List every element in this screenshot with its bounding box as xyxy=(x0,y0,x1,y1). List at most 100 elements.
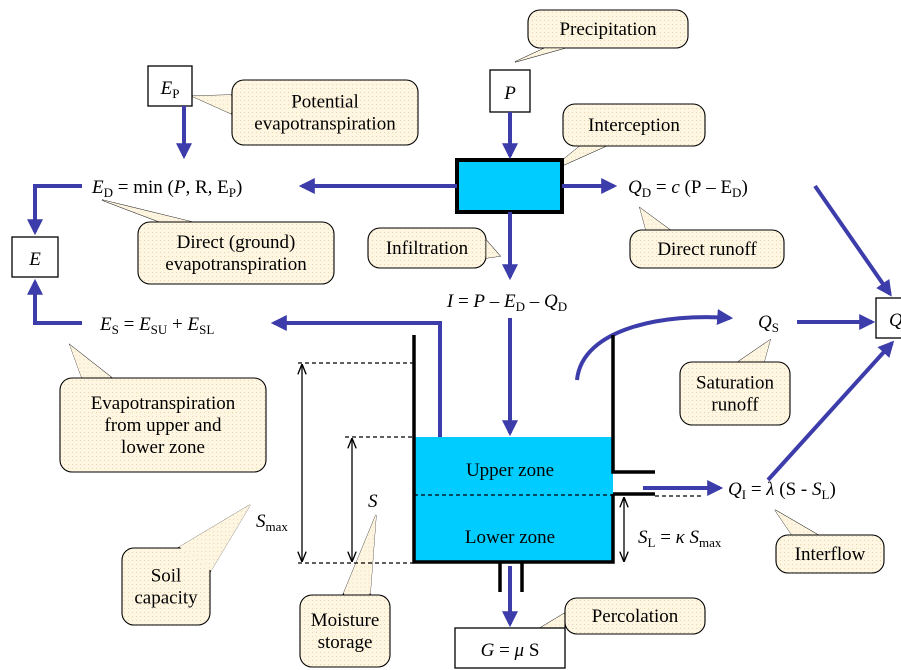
formula: EP xyxy=(160,78,180,101)
p-box xyxy=(489,69,531,113)
callout-box xyxy=(299,594,391,668)
formula-part: G xyxy=(481,640,495,661)
formula-part: D xyxy=(642,185,651,200)
callout-text: Percolation xyxy=(592,606,679,627)
formula: P xyxy=(503,83,516,104)
callout-text: Direct (ground) xyxy=(177,232,296,253)
arrow xyxy=(27,184,82,236)
callout: Interception xyxy=(547,103,706,173)
callout-box xyxy=(527,9,689,49)
formula-part: = xyxy=(494,640,514,661)
formula-part: max xyxy=(699,535,722,550)
formula-part: SL xyxy=(199,322,214,337)
formula: ED = min (P, R, EP) xyxy=(91,177,242,200)
callout: Direct runoff xyxy=(629,206,785,269)
formula-part: (S - xyxy=(775,479,812,500)
formula-part: max xyxy=(266,519,289,534)
formula-part: E xyxy=(91,177,104,198)
callout-box xyxy=(562,103,706,147)
formula-part: = xyxy=(655,527,675,548)
formula-part: = xyxy=(651,177,671,198)
callout-text: Infiltration xyxy=(386,238,469,259)
callout-text: Direct runoff xyxy=(657,239,757,260)
formula-part: = min ( xyxy=(113,177,174,198)
formula-part: Q xyxy=(758,312,772,333)
callout-box xyxy=(775,534,885,574)
formula-part: c xyxy=(671,177,680,198)
callout-joint xyxy=(486,240,501,259)
formula-part: R xyxy=(195,177,208,198)
callout-text: from upper and xyxy=(104,415,222,436)
callout-joint xyxy=(514,48,565,63)
zone-label: Lower zone xyxy=(465,527,555,548)
formula-part: S xyxy=(638,527,648,548)
zone-label: Upper zone xyxy=(466,460,554,481)
callout-text: Precipitation xyxy=(559,19,657,40)
formula-part: E xyxy=(187,314,200,335)
formula-part: I xyxy=(742,487,746,502)
formula-part: P xyxy=(472,291,485,312)
formula-part: S xyxy=(112,322,119,337)
callout-box xyxy=(137,221,335,285)
tank-water xyxy=(414,437,613,562)
formula-part: E xyxy=(99,314,112,335)
formula: E xyxy=(28,249,41,270)
formula-part: L xyxy=(648,535,656,550)
formula-part: ) xyxy=(829,479,835,500)
arrow xyxy=(766,340,895,482)
callout-box xyxy=(679,361,791,426)
formula-part: ( xyxy=(680,177,691,198)
formula-part: P xyxy=(229,185,236,200)
formula-part: + xyxy=(167,314,187,335)
arrow xyxy=(27,278,82,325)
interception-store xyxy=(455,158,564,214)
callout-text: Moisture xyxy=(311,610,380,631)
callout-joint xyxy=(100,199,191,222)
callout-text: runoff xyxy=(711,395,759,416)
e-box xyxy=(11,236,59,278)
formula-part: S xyxy=(529,640,540,661)
formula-part: = xyxy=(746,479,766,500)
q-box xyxy=(875,297,901,339)
formula-part: E xyxy=(28,249,41,270)
arrow xyxy=(575,309,734,381)
callout-text: Saturation xyxy=(696,373,775,394)
callout-text: Evapotranspiration xyxy=(91,393,236,414)
formula-part: , xyxy=(208,177,218,198)
formulas: ED = min (P, R, EP) QD = c (P – ED)I = P … xyxy=(28,78,901,661)
formula-part: Q xyxy=(544,291,558,312)
formula: Q xyxy=(889,310,901,331)
formula-part: ) xyxy=(236,177,242,198)
callout: Interflow xyxy=(774,509,885,574)
callout-box xyxy=(629,229,785,269)
callout-text: evapotranspiration xyxy=(254,114,396,135)
callout-text: lower zone xyxy=(121,437,205,458)
arrow xyxy=(270,315,442,437)
formula: SL = κ Smax xyxy=(638,527,722,550)
callout-joint xyxy=(69,344,112,378)
callout-box xyxy=(564,597,706,635)
formula: QI = λ (S - SL) xyxy=(728,479,836,502)
formula-part: I xyxy=(446,291,455,312)
formula-part: E xyxy=(138,314,151,335)
g-box xyxy=(454,627,566,669)
formula-part: – xyxy=(485,291,504,312)
callout: Infiltration xyxy=(367,227,502,269)
formula-part: Q xyxy=(889,310,901,331)
formula-part: D xyxy=(516,299,525,314)
formula: ES = ESU + ESL xyxy=(99,314,214,337)
callout-joint xyxy=(639,207,670,230)
callout-joint xyxy=(179,503,252,571)
formula-part: D xyxy=(104,185,113,200)
formula-part: κ xyxy=(676,527,686,548)
formula-part: E xyxy=(503,291,516,312)
formula-part: P xyxy=(173,177,186,198)
callout-joint xyxy=(343,513,377,594)
formula-part: D xyxy=(732,185,741,200)
formula: QS xyxy=(758,312,779,335)
formula-part: ) xyxy=(741,177,747,198)
formula-part: P xyxy=(503,83,516,104)
